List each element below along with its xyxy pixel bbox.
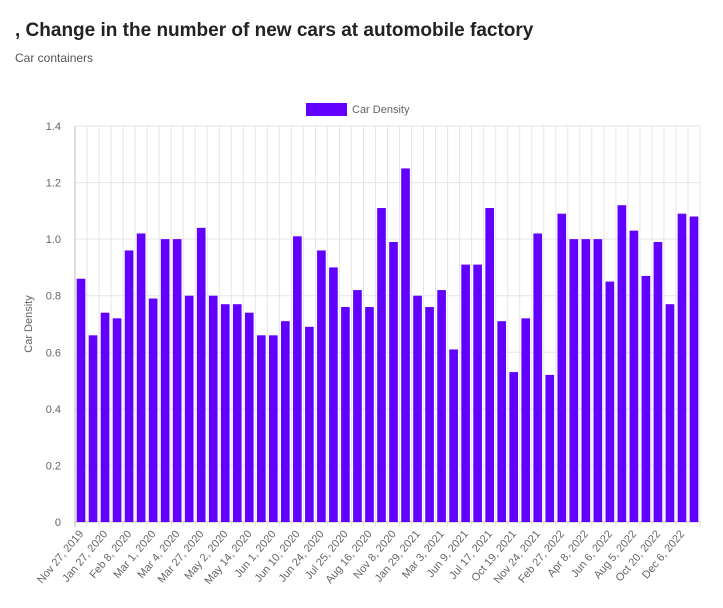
y-tick-label: 0 bbox=[55, 517, 61, 529]
bar[interactable] bbox=[293, 236, 302, 523]
bar[interactable] bbox=[629, 230, 639, 522]
bar[interactable] bbox=[160, 239, 170, 522]
bar[interactable] bbox=[341, 307, 350, 522]
legend-label: Car Density bbox=[352, 104, 410, 116]
chart-title: , Change in the number of new cars at au… bbox=[15, 20, 534, 41]
bar[interactable] bbox=[112, 318, 122, 522]
bar[interactable] bbox=[305, 326, 314, 522]
bar[interactable] bbox=[268, 335, 278, 522]
bar[interactable] bbox=[641, 275, 651, 522]
bar[interactable] bbox=[88, 335, 98, 522]
y-tick-label: 0.6 bbox=[46, 347, 61, 359]
bar[interactable] bbox=[281, 321, 290, 522]
bar[interactable] bbox=[557, 213, 567, 522]
bar[interactable] bbox=[100, 312, 110, 522]
y-tick-label: 0.2 bbox=[46, 460, 61, 472]
bar[interactable] bbox=[196, 227, 206, 523]
bar[interactable] bbox=[148, 298, 158, 522]
bar[interactable] bbox=[124, 250, 134, 522]
bar[interactable] bbox=[653, 241, 663, 522]
y-axis-label: Car Density bbox=[23, 295, 35, 353]
bars bbox=[76, 168, 699, 523]
y-axis: 0 0.2 0.4 0.6 0.8 1.0 1.2 1.4 bbox=[46, 121, 61, 529]
bar[interactable] bbox=[509, 372, 519, 522]
bar[interactable] bbox=[533, 233, 543, 522]
bar[interactable] bbox=[473, 264, 482, 522]
bar[interactable] bbox=[617, 205, 627, 522]
y-tick-label: 1.0 bbox=[46, 234, 61, 246]
bar[interactable] bbox=[425, 307, 434, 522]
bar[interactable] bbox=[449, 349, 458, 522]
bar[interactable] bbox=[437, 290, 446, 522]
bar[interactable] bbox=[389, 241, 398, 522]
bar[interactable] bbox=[184, 295, 194, 522]
bar[interactable] bbox=[256, 335, 266, 522]
y-tick-label: 0.4 bbox=[46, 404, 61, 416]
bar[interactable] bbox=[76, 278, 86, 522]
bar[interactable] bbox=[497, 321, 507, 522]
bar[interactable] bbox=[677, 213, 687, 522]
bar[interactable] bbox=[244, 312, 254, 522]
bar[interactable] bbox=[665, 304, 675, 522]
bar[interactable] bbox=[353, 290, 362, 522]
bar[interactable] bbox=[220, 304, 230, 522]
y-tick-label: 0.8 bbox=[46, 291, 61, 303]
bar[interactable] bbox=[521, 318, 531, 522]
bar[interactable] bbox=[172, 239, 182, 522]
bar[interactable] bbox=[569, 239, 579, 522]
bar[interactable] bbox=[208, 295, 218, 522]
y-tick-label: 1.2 bbox=[46, 178, 61, 190]
bar[interactable] bbox=[413, 295, 422, 522]
bar[interactable] bbox=[232, 304, 242, 522]
bar[interactable] bbox=[485, 208, 494, 522]
legend-swatch bbox=[306, 103, 347, 116]
bar[interactable] bbox=[317, 250, 326, 522]
bar[interactable] bbox=[136, 233, 146, 522]
bar[interactable] bbox=[329, 267, 338, 522]
bar[interactable] bbox=[545, 374, 555, 522]
chart-subtitle: Car containers bbox=[15, 51, 94, 65]
bar[interactable] bbox=[377, 208, 386, 522]
bar[interactable] bbox=[365, 307, 374, 522]
bar[interactable] bbox=[689, 216, 699, 522]
bar[interactable] bbox=[581, 239, 591, 522]
legend[interactable]: Car Density bbox=[306, 103, 410, 116]
bar[interactable] bbox=[461, 264, 470, 522]
y-tick-label: 1.4 bbox=[46, 121, 61, 133]
bar[interactable] bbox=[401, 168, 410, 522]
bar[interactable] bbox=[593, 239, 603, 522]
bar[interactable] bbox=[605, 281, 615, 522]
